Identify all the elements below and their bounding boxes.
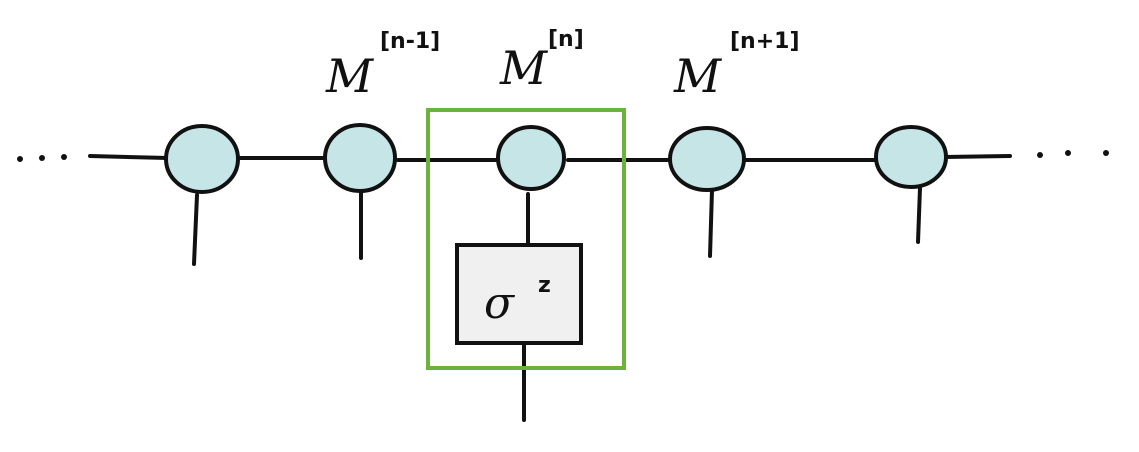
svg-text:M: M [325,49,375,103]
tensor-node-far-left [164,124,240,194]
svg-text:[n]: [n] [548,27,584,52]
operator-symbol: σ [484,278,516,329]
left-continuation-dots [17,154,67,162]
tensor-node-n [496,125,566,191]
tensor-node-n-plus-1 [668,126,746,192]
svg-text:M: M [499,41,549,95]
svg-text:M: M [673,49,723,103]
tensor-label-n-minus-1: M [n-1] [325,29,440,103]
physical-legs [192,186,922,422]
tensor-nodes [164,123,948,194]
svg-text:[n+1]: [n+1] [730,29,800,54]
right-continuation-dots [1037,150,1109,158]
tensor-node-far-right [874,125,948,189]
tensor-label-n-plus-1: M [n+1] [673,29,800,103]
highlight-box [426,108,626,370]
tensor-node-n-minus-1 [323,123,397,193]
operator-box [455,243,583,345]
bond-lines [88,154,1012,162]
operator-superscript: z [538,273,551,298]
svg-text:[n-1]: [n-1] [380,29,440,54]
tensor-label-n: M [n] [499,27,584,95]
